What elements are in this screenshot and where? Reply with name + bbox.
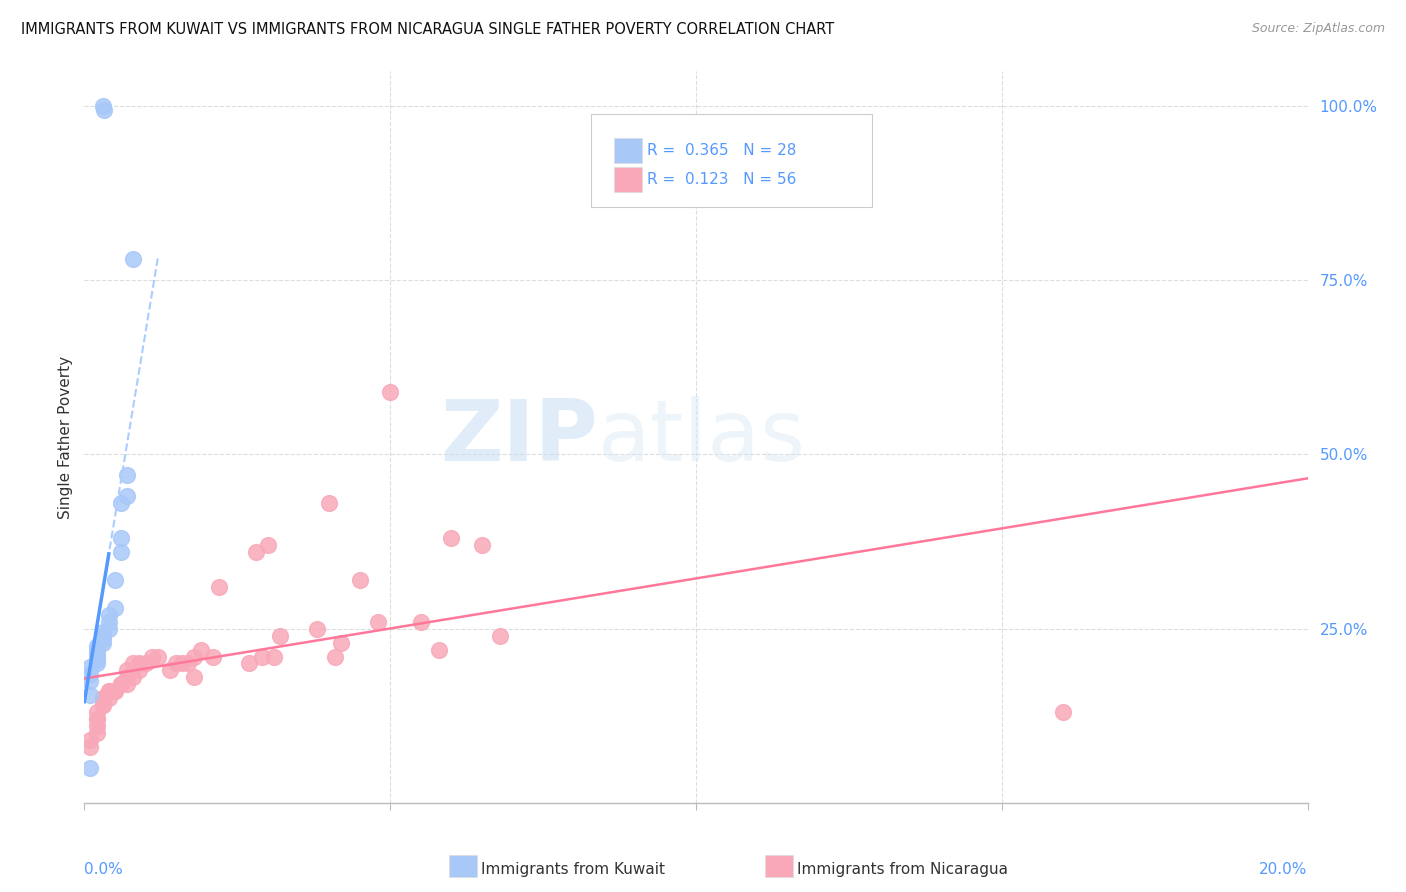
Point	[250, 649, 273, 664]
Point	[91, 698, 114, 713]
Point	[97, 607, 120, 622]
Point	[159, 664, 181, 678]
Point	[91, 99, 114, 113]
Point	[79, 660, 101, 674]
Point	[110, 677, 132, 691]
Point	[97, 684, 120, 698]
Point	[91, 632, 114, 646]
Point	[115, 489, 138, 503]
Point	[86, 649, 108, 664]
Point	[165, 657, 187, 671]
Point	[245, 545, 267, 559]
Point	[183, 649, 205, 664]
Point	[97, 622, 120, 636]
Point	[349, 573, 371, 587]
Y-axis label: Single Father Poverty: Single Father Poverty	[58, 356, 73, 518]
Text: R =  0.123   N = 56: R = 0.123 N = 56	[647, 172, 797, 186]
Point	[409, 615, 432, 629]
Point	[183, 670, 205, 684]
Point	[128, 664, 150, 678]
Point	[115, 468, 138, 483]
Point	[104, 684, 127, 698]
Point	[86, 726, 108, 740]
Point	[489, 629, 512, 643]
Point	[269, 629, 291, 643]
Point	[93, 103, 115, 117]
Point	[257, 538, 280, 552]
Point	[305, 622, 328, 636]
Point	[146, 649, 169, 664]
Point	[115, 670, 138, 684]
Point	[79, 740, 101, 755]
Text: ZIP: ZIP	[440, 395, 598, 479]
Point	[141, 649, 163, 664]
Point	[86, 719, 108, 733]
Point	[86, 639, 108, 653]
Point	[91, 691, 114, 706]
Point	[471, 538, 494, 552]
Point	[97, 691, 120, 706]
Point	[91, 635, 114, 649]
Point	[110, 496, 132, 510]
Point	[86, 657, 108, 671]
Point	[97, 615, 120, 629]
Text: 0.0%: 0.0%	[84, 863, 124, 877]
Point	[91, 698, 114, 713]
Point	[86, 705, 108, 719]
Point	[201, 649, 224, 664]
Point	[367, 615, 389, 629]
Point	[128, 657, 150, 671]
Point	[79, 688, 101, 702]
Point	[122, 670, 145, 684]
Point	[177, 657, 200, 671]
Point	[122, 657, 145, 671]
Point	[110, 545, 132, 559]
Text: Immigrants from Kuwait: Immigrants from Kuwait	[481, 863, 665, 877]
Text: atlas: atlas	[598, 395, 806, 479]
Point	[91, 691, 114, 706]
Point	[380, 384, 402, 399]
Point	[263, 649, 285, 664]
Point	[440, 531, 463, 545]
Point	[135, 657, 157, 671]
Point	[115, 677, 138, 691]
Point	[104, 573, 127, 587]
Point	[318, 496, 340, 510]
Point	[79, 667, 101, 681]
Point	[323, 649, 346, 664]
Text: Immigrants from Nicaragua: Immigrants from Nicaragua	[797, 863, 1008, 877]
Point	[79, 761, 101, 775]
Point	[97, 684, 120, 698]
Point	[190, 642, 212, 657]
Point	[122, 252, 145, 267]
Point	[238, 657, 260, 671]
Text: R =  0.365   N = 28: R = 0.365 N = 28	[647, 143, 797, 158]
Point	[110, 677, 132, 691]
Point	[86, 653, 108, 667]
Point	[86, 646, 108, 660]
Point	[208, 580, 231, 594]
Point	[91, 625, 114, 640]
Point	[104, 600, 127, 615]
Text: IMMIGRANTS FROM KUWAIT VS IMMIGRANTS FROM NICARAGUA SINGLE FATHER POVERTY CORREL: IMMIGRANTS FROM KUWAIT VS IMMIGRANTS FRO…	[21, 22, 834, 37]
Point	[86, 642, 108, 657]
Point	[1052, 705, 1074, 719]
Point	[172, 657, 194, 671]
Point	[104, 684, 127, 698]
Point	[79, 673, 101, 688]
Point	[86, 712, 108, 726]
Point	[110, 531, 132, 545]
Point	[115, 664, 138, 678]
Point	[427, 642, 450, 657]
Point	[86, 712, 108, 726]
Text: 20.0%: 20.0%	[1260, 863, 1308, 877]
Text: Source: ZipAtlas.com: Source: ZipAtlas.com	[1251, 22, 1385, 36]
Point	[330, 635, 353, 649]
Point	[91, 629, 114, 643]
Point	[79, 733, 101, 747]
